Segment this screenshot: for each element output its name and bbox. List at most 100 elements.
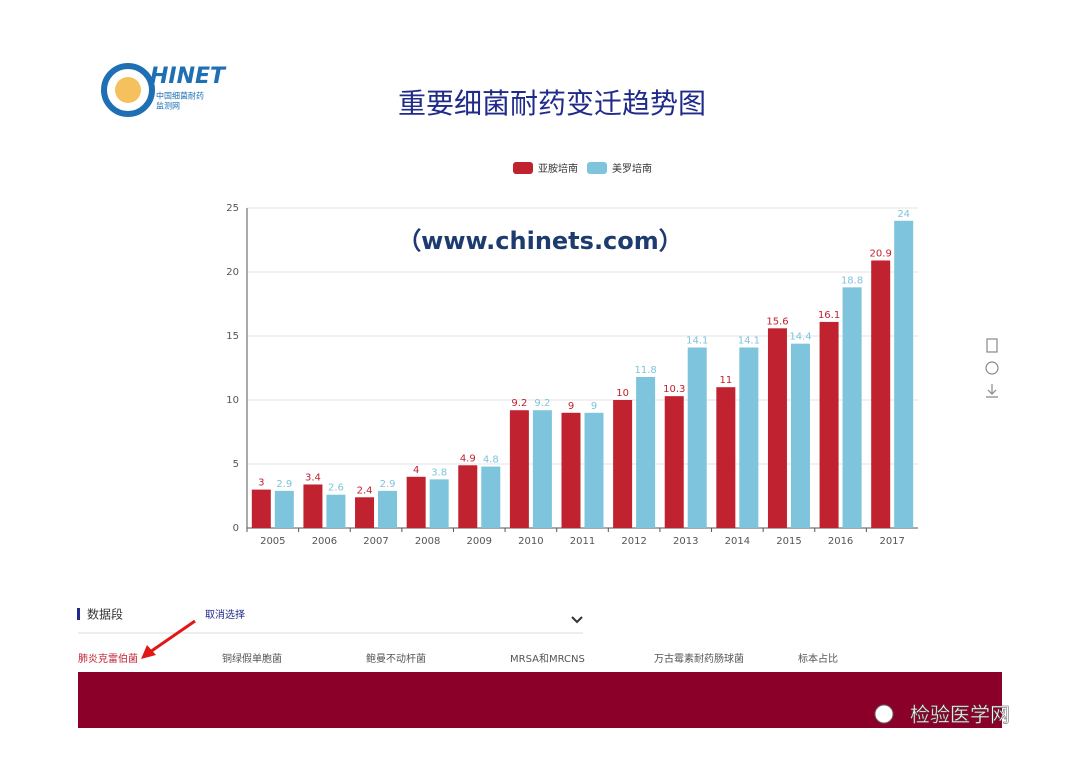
bar [355, 497, 375, 528]
bar [326, 494, 346, 528]
value-label: 24 [897, 209, 910, 220]
logo: HINET 中国细菌耐药 监测网 [101, 63, 227, 117]
logo-line: 中国细菌耐药 [156, 91, 204, 101]
x-tick-label: 2008 [415, 536, 440, 547]
value-label: 9.2 [511, 398, 527, 409]
toolbox[interactable] [985, 338, 999, 398]
x-tick-label: 2012 [621, 536, 646, 547]
x-tick-label: 2017 [879, 536, 904, 547]
bar [767, 328, 787, 528]
y-tick-label: 20 [226, 267, 239, 278]
bar [584, 412, 604, 528]
bar [378, 490, 398, 528]
x-tick-label: 2006 [312, 536, 337, 547]
plot: 0 5 10 15 20 25 亚胺培南 美罗培南 2005 3 2.9 2006 3.4 2.6 2007… [226, 162, 918, 547]
tab[interactable]: 万古霉素耐药肠球菌 [654, 652, 744, 665]
x-tick-label: 2014 [725, 536, 750, 547]
bar [429, 479, 449, 528]
x-tick-label: 2009 [467, 536, 492, 547]
bar [251, 489, 271, 528]
data-view-icon[interactable] [986, 338, 998, 353]
wechat-icon [874, 704, 894, 724]
bar [871, 260, 891, 528]
bar [716, 387, 736, 528]
watermark: 检验医学网 [910, 703, 1010, 727]
bar [664, 396, 684, 528]
value-label: 14.1 [738, 336, 760, 347]
logo-name: HINET [150, 64, 227, 89]
value-label: 4.8 [483, 455, 499, 466]
value-label: 16.1 [818, 310, 840, 321]
section-marker [77, 608, 80, 620]
save-icon[interactable] [986, 384, 998, 398]
bar [481, 466, 501, 528]
value-label: 10 [616, 388, 629, 399]
legend-swatch [587, 162, 607, 174]
value-label: 4.9 [460, 453, 476, 464]
tab[interactable]: 标本占比 [798, 652, 838, 665]
value-label: 3.4 [305, 472, 321, 483]
bar [303, 484, 323, 528]
bar [790, 343, 810, 528]
x-tick-label: 2015 [776, 536, 801, 547]
x-tick-label: 2011 [570, 536, 595, 547]
value-label: 10.3 [663, 384, 685, 395]
legend-label: 亚胺培南 [538, 162, 578, 175]
value-label: 2.4 [357, 485, 373, 496]
value-label: 14.4 [789, 332, 811, 343]
arrow [149, 619, 196, 654]
y-tick-label: 10 [226, 395, 239, 406]
bar [532, 410, 552, 528]
bar [274, 490, 294, 528]
value-label: 9 [568, 401, 574, 412]
x-tick-label: 2013 [673, 536, 698, 547]
legend-swatch [513, 162, 533, 174]
bar [613, 400, 633, 528]
chart-title: 重要细菌耐药变迁趋势图 [398, 87, 706, 120]
section-label: 数据段 [87, 607, 123, 622]
tab[interactable]: 铜绿假单胞菌 [222, 652, 282, 665]
value-label: 3.8 [431, 467, 447, 478]
value-label: 14.1 [686, 336, 708, 347]
bar [636, 376, 656, 528]
value-label: 15.6 [766, 316, 788, 327]
y-tick-label: 5 [233, 459, 239, 470]
tabs: 肺炎克雷伯菌 铜绿假单胞菌 鲍曼不动杆菌 MRSA和MRCNS 万古霉素耐药肠球菌 标本占… [78, 652, 838, 665]
value-label: 2.9 [276, 479, 292, 490]
bar [842, 287, 862, 528]
x-tick-label: 2010 [518, 536, 543, 547]
bar [819, 321, 839, 528]
bar [687, 347, 707, 528]
annotation: （www.chinets.com） [397, 227, 683, 255]
tab[interactable]: 鲍曼不动杆菌 [366, 652, 426, 665]
y-tick-label: 15 [226, 331, 239, 342]
value-label: 18.8 [841, 275, 863, 286]
logo-line: 监测网 [156, 101, 180, 111]
logo-core [115, 77, 141, 103]
bar [406, 476, 426, 528]
value-label: 9.2 [534, 398, 550, 409]
legend-label: 美罗培南 [612, 162, 652, 175]
content-panel [78, 672, 1002, 728]
bar [509, 410, 529, 528]
logo-ring [101, 63, 155, 117]
x-tick-label: 2016 [828, 536, 853, 547]
y-tick-label: 25 [226, 203, 239, 214]
value-label: 11.8 [634, 365, 656, 376]
value-label: 20.9 [870, 248, 892, 259]
clear-button[interactable]: 取消选择 [205, 608, 245, 621]
bar [458, 465, 478, 528]
value-label: 4 [413, 465, 419, 476]
x-tick-label: 2007 [363, 536, 388, 547]
dropdown-arrow[interactable] [571, 616, 583, 624]
restore-icon[interactable] [985, 361, 999, 375]
bar [894, 220, 914, 529]
tab[interactable]: 肺炎克雷伯菌 [78, 652, 138, 665]
bar [561, 412, 581, 528]
y-tick-label: 0 [233, 523, 239, 534]
x-tick-label: 2005 [260, 536, 285, 547]
value-label: 11 [719, 375, 732, 386]
tab[interactable]: MRSA和MRCNS [510, 653, 585, 665]
arrow-head [141, 645, 156, 659]
